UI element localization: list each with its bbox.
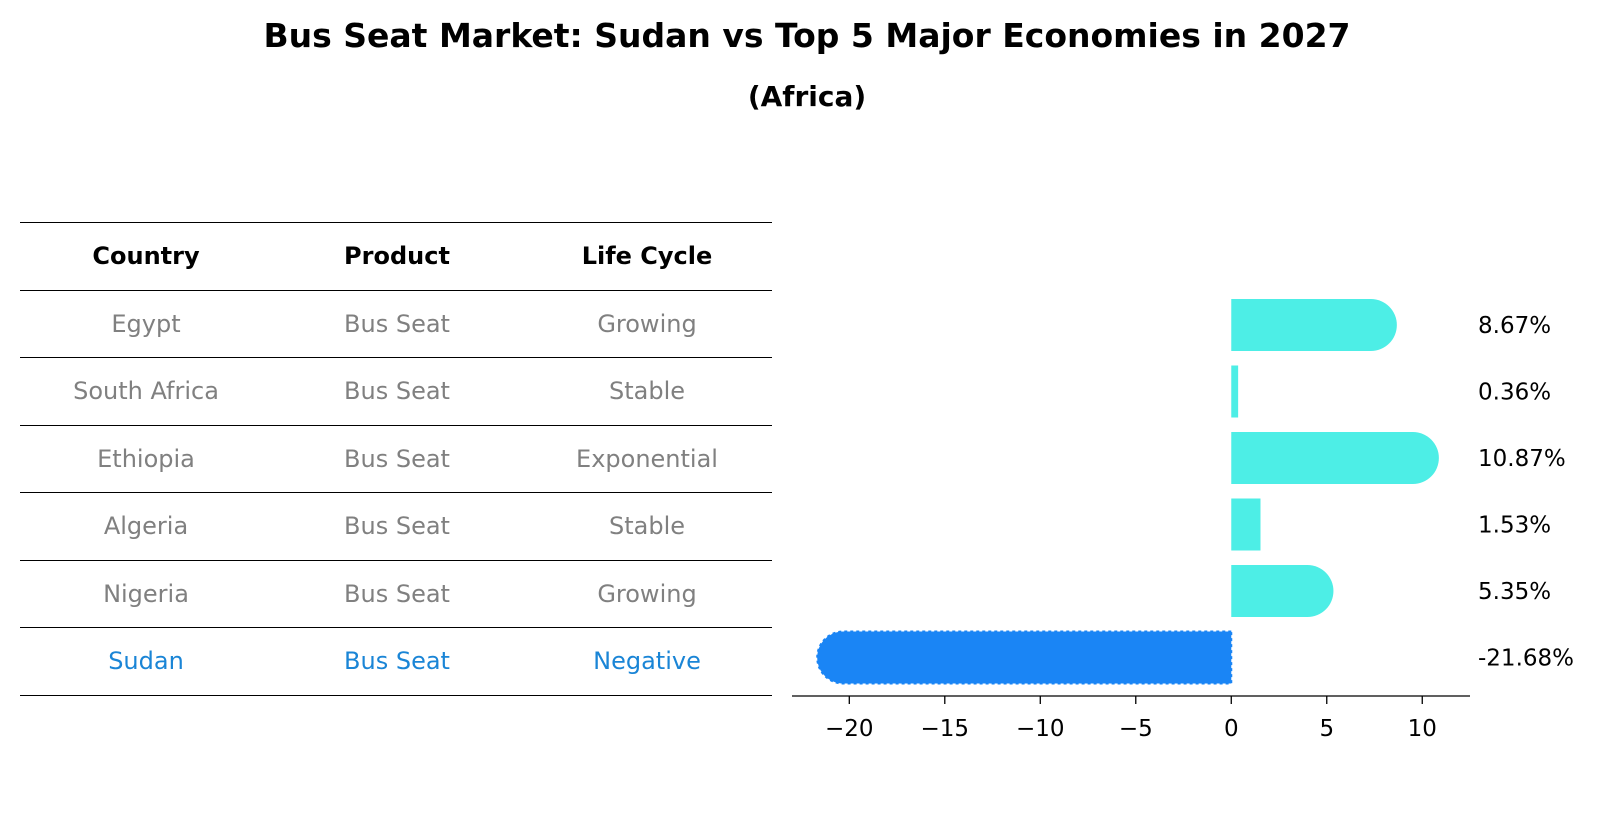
cell-product: Bus Seat	[344, 377, 450, 406]
cell-life-cycle: Stable	[608, 512, 686, 541]
chart-subtitle: (Africa)	[747, 80, 867, 113]
x-tick-label: −5	[1119, 716, 1153, 742]
x-tick-label: 5	[1319, 716, 1334, 742]
bar-egypt	[1231, 299, 1397, 351]
data-label: -21.68%	[1478, 646, 1574, 672]
table-row: Ethiopia Bus Seat Exponential	[20, 424, 772, 493]
header-country: Country	[92, 242, 200, 271]
cell-country: South Africa	[73, 377, 219, 406]
cell-country: Nigeria	[103, 579, 189, 608]
bar-sudan	[816, 630, 1233, 685]
cell-country: Egypt	[111, 309, 181, 338]
chart-title: Bus Seat Market: Sudan vs Top 5 Major Ec…	[263, 16, 1351, 55]
data-label: 1.53%	[1478, 513, 1551, 539]
header-life-cycle: Life Cycle	[581, 242, 713, 271]
x-tick-label: −20	[825, 716, 874, 742]
cell-product: Bus Seat	[344, 647, 450, 676]
data-label: 0.36%	[1478, 380, 1551, 406]
x-tick-label: −10	[1016, 716, 1065, 742]
cell-country: Sudan	[108, 647, 184, 676]
cell-life-cycle: Growing	[597, 579, 697, 608]
x-tick-label: 0	[1224, 716, 1239, 742]
table-row: Nigeria Bus Seat Growing	[20, 559, 772, 628]
cell-life-cycle: Exponential	[576, 444, 718, 473]
country-table: Country Product Life Cycle Egypt Bus Sea…	[20, 222, 772, 696]
table-row: South Africa Bus Seat Stable	[20, 357, 772, 425]
cell-product: Bus Seat	[344, 579, 450, 608]
cell-country: Algeria	[103, 512, 189, 541]
x-tick-label: 10	[1408, 716, 1437, 742]
table-row: Egypt Bus Seat Growing	[20, 289, 772, 358]
cell-product: Bus Seat	[344, 309, 450, 338]
data-label: 5.35%	[1478, 579, 1551, 605]
bar-ethiopia	[1231, 432, 1439, 484]
cell-product: Bus Seat	[344, 512, 450, 541]
data-label: 10.87%	[1478, 446, 1566, 472]
cell-product: Bus Seat	[344, 444, 450, 473]
table-row: Algeria Bus Seat Stable	[20, 492, 772, 560]
cell-life-cycle: Negative	[593, 647, 701, 676]
x-tick-label: −15	[921, 716, 970, 742]
cell-country: Ethiopia	[97, 444, 195, 473]
cell-life-cycle: Stable	[608, 377, 686, 406]
data-label: 8.67%	[1478, 313, 1551, 339]
table-row-highlighted: Sudan Bus Seat Negative	[20, 627, 772, 696]
bar-nigeria	[1231, 565, 1334, 617]
cell-life-cycle: Growing	[597, 309, 697, 338]
bar-algeria	[1231, 498, 1261, 551]
header-product: Product	[344, 242, 450, 271]
table-header-row: Country Product Life Cycle	[20, 222, 772, 290]
bar-south-africa	[1231, 365, 1239, 418]
